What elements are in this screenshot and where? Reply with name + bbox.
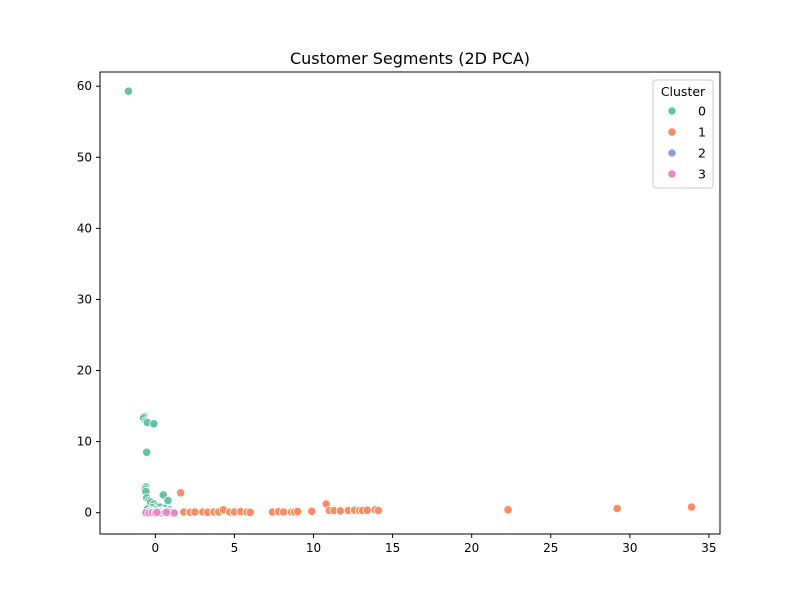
- x-tick-label-3: 15: [385, 541, 400, 555]
- x-tick-label-2: 10: [306, 541, 321, 555]
- legend-label-0: 0: [698, 104, 706, 119]
- point-cluster-1-21: [307, 506, 317, 516]
- x-tick-label-7: 35: [701, 541, 716, 555]
- point-cluster-1-34: [612, 503, 622, 513]
- x-tick-label-4: 20: [464, 541, 479, 555]
- x-tick-label-5: 25: [543, 541, 558, 555]
- legend-label-3: 3: [698, 167, 706, 182]
- y-axis: 0 10 20 30 40 50 60: [77, 79, 100, 520]
- point-cluster-0-5: [149, 419, 159, 429]
- legend-marker-2: [667, 148, 677, 158]
- point-cluster-0-15: [163, 495, 173, 506]
- point-cluster-1-32: [373, 505, 383, 516]
- x-axis: 0 5 10 15 20 25 30 35: [152, 534, 717, 555]
- y-tick-label-2: 20: [77, 364, 92, 378]
- y-tick-label-3: 30: [77, 292, 92, 306]
- y-tick-label-0: 0: [84, 506, 92, 520]
- legend: Cluster 0 1 2 3: [652, 79, 714, 189]
- chart-title: Customer Segments (2D PCA): [290, 49, 530, 68]
- legend-marker-0: [667, 106, 677, 116]
- legend-label-1: 1: [698, 125, 706, 140]
- legend-label-2: 2: [698, 146, 706, 161]
- point-cluster-1-35: [686, 502, 697, 512]
- point-cluster-1-30: [362, 505, 372, 515]
- legend-title: Cluster: [661, 84, 706, 99]
- x-tick-label-6: 30: [622, 541, 637, 555]
- legend-box: [652, 79, 714, 189]
- point-cluster-3-10: [152, 507, 162, 517]
- point-cluster-1-14: [245, 507, 255, 517]
- x-tick-label-0: 0: [152, 541, 160, 555]
- point-cluster-0-0: [123, 86, 134, 96]
- point-cluster-1-4: [190, 507, 200, 517]
- legend-items: 0 1 2 3: [667, 104, 706, 182]
- legend-marker-1: [667, 127, 677, 137]
- points-layer: [123, 86, 697, 518]
- y-tick-label-4: 40: [77, 221, 92, 235]
- point-cluster-3-11: [161, 507, 171, 517]
- plot-frame: [99, 71, 721, 535]
- x-tick-label-1: 5: [231, 541, 239, 555]
- point-cluster-1-20: [293, 506, 303, 517]
- y-tick-label-6: 60: [77, 79, 92, 93]
- legend-marker-3: [667, 169, 677, 179]
- point-cluster-3-9: [169, 508, 179, 518]
- y-tick-label-5: 50: [77, 150, 92, 164]
- point-cluster-0-6: [142, 447, 152, 457]
- point-cluster-1-33: [503, 505, 513, 515]
- y-tick-label-1: 10: [77, 435, 92, 449]
- point-cluster-1-25: [335, 506, 345, 516]
- point-cluster-1-0: [176, 488, 186, 498]
- point-cluster-1-17: [278, 507, 289, 517]
